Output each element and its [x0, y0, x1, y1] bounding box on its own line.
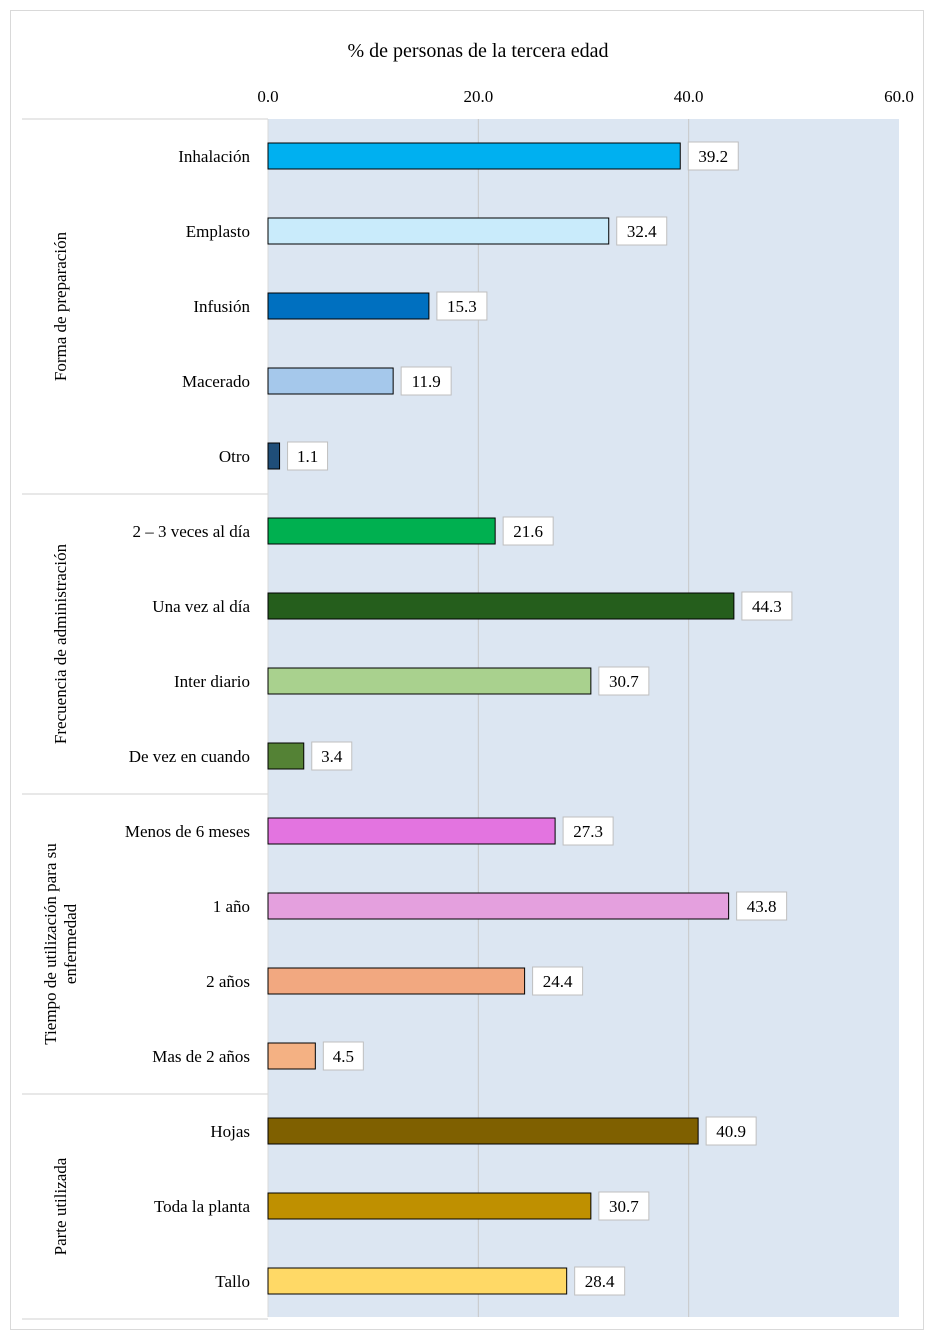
x-axis: 0.0 20.0 40.0 60.0 — [257, 87, 914, 106]
bar — [267, 667, 592, 695]
bar — [267, 967, 526, 995]
data-label-box — [705, 1116, 757, 1146]
data-label-box — [741, 591, 793, 621]
data-label-box — [598, 666, 650, 696]
group-label: Forma de preparación — [51, 231, 70, 381]
bar — [267, 892, 730, 920]
category-label: Hojas — [210, 1122, 250, 1141]
bar — [267, 517, 496, 545]
category-label: Mas de 2 años — [152, 1047, 250, 1066]
category-label: 1 año — [213, 897, 250, 916]
bar — [267, 1042, 316, 1070]
data-labels: 39.2 32.4 15.3 11.9 1.1 21.6 44.3 30.7 3.4 27.3 43… — [287, 141, 793, 1296]
data-label-box — [598, 1191, 650, 1221]
data-label: 30.7 — [609, 672, 639, 691]
x-tick-label: 60.0 — [884, 87, 914, 106]
category-label: Una vez al día — [152, 597, 250, 616]
group-label: Tiempo de utilización para suenfermedad — [41, 843, 80, 1045]
data-label: 28.4 — [585, 1272, 615, 1291]
data-label: 39.2 — [698, 147, 728, 166]
category-label: Toda la planta — [154, 1197, 251, 1216]
data-label-box — [436, 291, 488, 321]
data-label-box — [616, 216, 668, 246]
data-label-box — [400, 366, 452, 396]
data-label: 11.9 — [412, 372, 441, 391]
data-label: 30.7 — [609, 1197, 639, 1216]
data-label-box — [562, 816, 614, 846]
bar — [267, 1117, 699, 1145]
data-label: 40.9 — [716, 1122, 746, 1141]
x-tick-label: 0.0 — [257, 87, 278, 106]
category-label: De vez en cuando — [129, 747, 250, 766]
data-label: 15.3 — [447, 297, 477, 316]
bar — [267, 817, 556, 845]
category-label: Tallo — [215, 1272, 250, 1291]
chart-title: % de personas de la tercera edad — [348, 40, 609, 62]
data-label-box — [532, 966, 584, 996]
category-label: 2 años — [206, 972, 250, 991]
data-label: 4.5 — [333, 1047, 354, 1066]
bar — [267, 292, 430, 320]
data-label-box — [502, 516, 554, 546]
data-label-box — [736, 891, 788, 921]
data-label-box — [311, 741, 353, 771]
data-label-box — [322, 1041, 364, 1071]
category-label: Macerado — [182, 372, 250, 391]
bar — [267, 217, 610, 245]
category-label: Inhalación — [178, 147, 250, 166]
data-label-box — [287, 441, 329, 471]
bar — [267, 442, 281, 470]
data-label: 1.1 — [297, 447, 318, 466]
bar — [267, 1267, 568, 1295]
data-label: 3.4 — [321, 747, 343, 766]
data-label: 21.6 — [513, 522, 543, 541]
data-label: 32.4 — [627, 222, 657, 241]
group-label-line: enfermedad — [61, 903, 80, 984]
bar — [267, 142, 681, 170]
data-label: 27.3 — [573, 822, 603, 841]
bars — [267, 142, 735, 1295]
bar — [267, 592, 735, 620]
group-label: Frecuencia de administración — [51, 543, 70, 744]
data-label: 43.8 — [747, 897, 777, 916]
category-label: Infusión — [193, 297, 250, 316]
category-label: Emplasto — [186, 222, 250, 241]
bar — [267, 1192, 592, 1220]
x-tick-label: 20.0 — [463, 87, 493, 106]
bar — [267, 742, 305, 770]
category-labels: Inhalación Emplasto Infusión Macerado Otro 2 … — [125, 147, 251, 1291]
category-label: 2 – 3 veces al día — [132, 522, 250, 541]
group-labels: Forma de preparación Frecuencia de admini… — [22, 118, 268, 1320]
data-label: 24.4 — [543, 972, 573, 991]
category-label: Otro — [219, 447, 250, 466]
group-label: Parte utilizada — [51, 1157, 70, 1255]
category-label: Menos de 6 meses — [125, 822, 250, 841]
x-tick-label: 40.0 — [674, 87, 704, 106]
category-label: Inter diario — [174, 672, 250, 691]
group-label-line: Tiempo de utilización para su — [41, 843, 60, 1045]
bar — [267, 367, 394, 395]
data-label-box — [687, 141, 739, 171]
data-label-box — [574, 1266, 626, 1296]
data-label: 44.3 — [752, 597, 782, 616]
